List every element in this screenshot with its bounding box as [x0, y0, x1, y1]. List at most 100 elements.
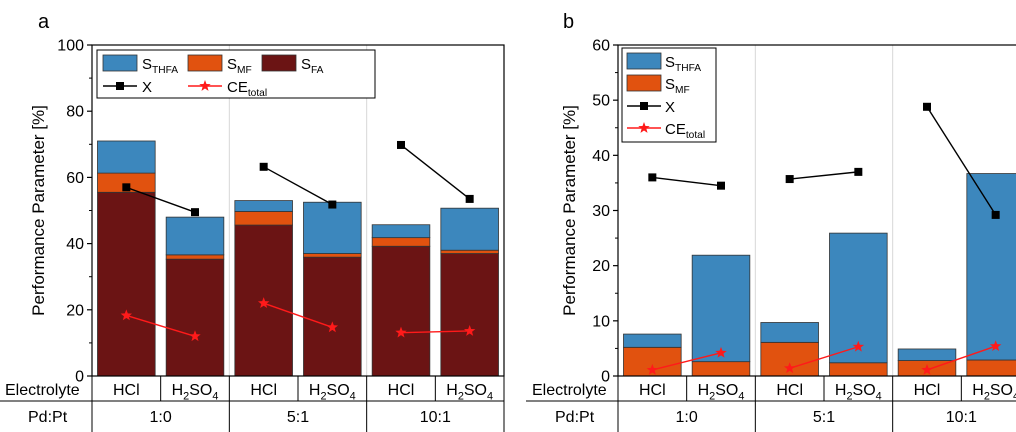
point-x-3 — [854, 167, 863, 176]
x-tick-label: H2SO4 — [309, 382, 356, 402]
legend: STHFA SMF SFA X CEtotal — [96, 49, 376, 99]
legend-marker-ce — [199, 80, 211, 91]
bar-s_fa-1 — [165, 258, 225, 377]
point-x-5 — [465, 194, 474, 203]
x-tick-label: HCl — [250, 382, 277, 399]
point-ce_total-1 — [189, 330, 201, 342]
legend-swatch-s_mf — [626, 74, 662, 92]
x-tick-label: H2SO4 — [835, 382, 882, 402]
row-label-ratio: Pd:Pt — [555, 409, 595, 426]
line-ce_total-segment — [789, 346, 859, 369]
legend-label-s_mf: SMF — [665, 76, 690, 96]
point-ce_total-0 — [120, 309, 133, 321]
legend-label-s_fa: SFA — [301, 56, 324, 76]
point-ce_total-3 — [326, 321, 339, 333]
bar-s_thfa-2 — [234, 200, 293, 212]
point-x-0 — [122, 183, 131, 192]
point-x-0 — [648, 173, 657, 182]
point-ce_total-4 — [921, 363, 933, 375]
point-x-2 — [259, 162, 268, 171]
bar-s_mf-2 — [760, 341, 819, 377]
bar-s_thfa-0 — [623, 333, 682, 348]
y-tick-label: 20 — [66, 302, 84, 319]
point-x-5 — [991, 210, 1000, 219]
x-tick-label: H2SO4 — [172, 382, 219, 402]
legend-label-ce: CEtotal — [227, 79, 267, 99]
line-ce_total-segment — [652, 352, 722, 371]
x-tick-label: H2SO4 — [446, 382, 493, 402]
point-ce_total-1 — [715, 346, 727, 358]
point-x-4 — [923, 102, 931, 111]
bar-s_mf-5 — [966, 359, 1016, 377]
point-ce_total-4 — [395, 326, 407, 338]
chart-panel-b: b 0 10 20 30 40 50 60 Performance Parameter [%] E… — [526, 11, 1016, 432]
category-table: Electrolyte Pd:Pt HCl H2SO4 HCl H2SO4 HCl H2SO4… — [0, 376, 505, 432]
legend-label-s_thfa: STHFA — [665, 54, 701, 74]
line-x-segment — [400, 144, 471, 200]
x-tick-label: HCl — [113, 382, 140, 399]
bar-s_fa-3 — [303, 256, 362, 377]
bar-s_thfa-1 — [691, 254, 751, 363]
y-tick-label: 60 — [592, 38, 610, 55]
legend-swatch-s_thfa — [102, 54, 138, 72]
x-tick-label: HCl — [914, 382, 941, 399]
legend-label-s_thfa: STHFA — [142, 56, 178, 76]
legend-swatch-s_fa — [261, 54, 297, 72]
point-x-2 — [785, 175, 794, 184]
y-tick-label: 40 — [66, 236, 84, 253]
bar-s_thfa-4 — [371, 224, 431, 239]
bar-s_mf-3 — [829, 362, 888, 377]
legend-label-ce: CEtotal — [665, 121, 705, 141]
legend-label-s_mf: SMF — [227, 56, 252, 76]
bar-s_thfa-4 — [897, 348, 957, 361]
group-label: 10:1 — [420, 409, 451, 426]
point-ce_total-2 — [257, 297, 270, 309]
chart-panel-a: a 0 20 40 60 80 100 Performance Parameter [%] El… — [0, 11, 505, 432]
point-ce_total-5 — [989, 340, 1002, 352]
bar-s_fa-5 — [440, 253, 499, 377]
bar-s_mf-4 — [371, 237, 431, 247]
bar-s_thfa-5 — [966, 173, 1016, 361]
point-ce_total-0 — [646, 363, 659, 375]
point-ce_total-5 — [463, 324, 476, 336]
bar-s_thfa-3 — [303, 201, 362, 254]
row-label-electrolyte: Electrolyte — [5, 382, 80, 399]
y-tick-label: 50 — [592, 93, 610, 110]
x-tick-label: HCl — [776, 382, 803, 399]
category-table: Electrolyte Pd:Pt HCl H2SO4 HCl H2SO4 HCl H2SO4… — [526, 376, 1016, 432]
group-label: 1:0 — [676, 409, 698, 426]
y-tick-label: 30 — [592, 203, 610, 220]
panel-label: b — [563, 11, 574, 33]
row-label-electrolyte: Electrolyte — [532, 382, 607, 399]
group-label: 5:1 — [813, 409, 835, 426]
line-ce_total-segment — [126, 314, 196, 337]
line-x-segment — [263, 166, 333, 206]
group-label: 1:0 — [150, 409, 172, 426]
bar-s_thfa-2 — [760, 322, 819, 343]
row-label-ratio: Pd:Pt — [28, 409, 68, 426]
line-x-segment — [926, 106, 997, 216]
bar-s_mf-1 — [165, 254, 225, 260]
point-ce_total-2 — [783, 362, 796, 374]
legend-box — [96, 49, 376, 99]
bar-s_mf-1 — [691, 361, 751, 377]
y-tick-label: 0 — [601, 369, 610, 386]
legend-swatch-s_mf — [187, 54, 223, 72]
line-ce_total-segment — [400, 330, 470, 334]
y-tick-label: 0 — [75, 369, 84, 386]
point-x-3 — [328, 200, 337, 209]
y-axis-label: Performance Parameter [%] — [560, 105, 579, 316]
group-label: 5:1 — [287, 409, 309, 426]
y-tick-label: 10 — [592, 313, 610, 330]
bar-s_mf-5 — [440, 249, 499, 254]
legend-marker-x — [640, 102, 648, 110]
point-x-1 — [191, 208, 199, 217]
point-x-1 — [717, 181, 725, 190]
bar-s_thfa-5 — [440, 207, 499, 251]
bar-s_mf-3 — [303, 253, 362, 258]
y-tick-label: 60 — [66, 170, 84, 187]
legend-label-x: X — [665, 99, 675, 116]
y-tick-label: 20 — [592, 258, 610, 275]
